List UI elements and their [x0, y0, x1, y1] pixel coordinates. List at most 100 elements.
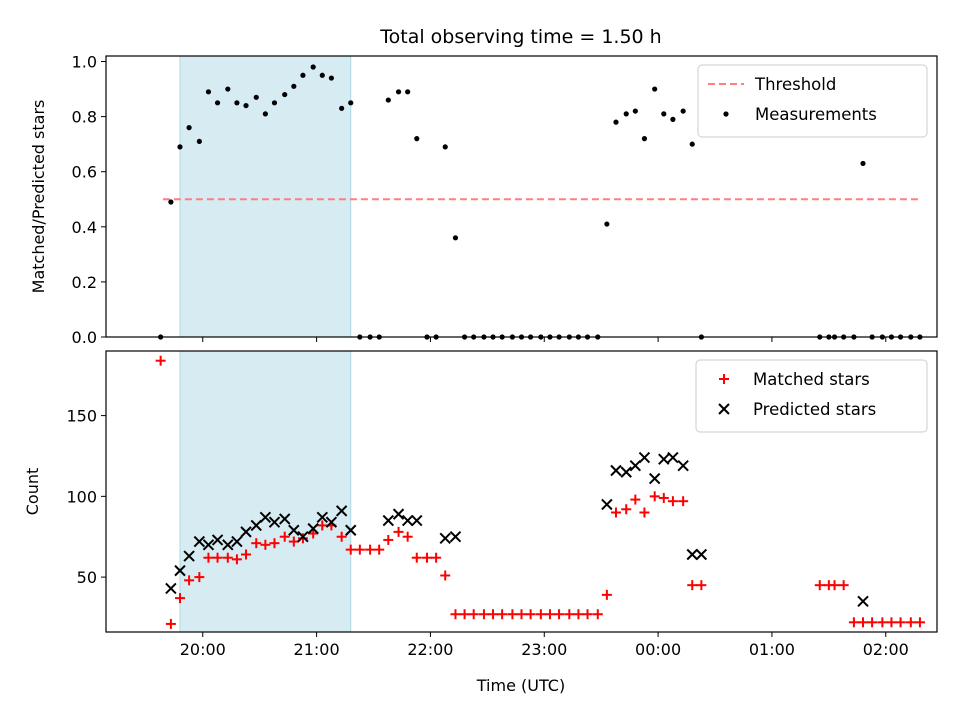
- predicted-stars-point: [297, 531, 309, 543]
- matched-stars-point: [422, 552, 433, 563]
- y-tick-label: 0.8: [72, 108, 97, 127]
- matched-stars-point: [516, 609, 527, 620]
- cross-marker-b: [259, 511, 272, 524]
- predicted-stars-point: [392, 508, 405, 520]
- measurement-point: [452, 235, 459, 241]
- y-tick-label: 100: [66, 487, 97, 506]
- measurement-point: [262, 111, 268, 117]
- measurement-point: [205, 89, 212, 95]
- predicted-stars-point: [620, 466, 632, 478]
- matched-stars-point: [308, 528, 319, 539]
- matched-stars-point: [535, 609, 546, 620]
- cross-marker-b: [601, 498, 613, 511]
- matched-stars-point: [895, 617, 906, 628]
- y-tick-label: 0.4: [72, 218, 97, 237]
- cross-marker-b: [222, 539, 234, 551]
- x-tick-label: 00:00: [635, 640, 681, 659]
- matched-stars-point: [592, 609, 603, 620]
- measurement-point: [214, 100, 221, 106]
- matched-stars-point: [468, 609, 479, 620]
- top-panel-measurements: 0.0 0.2 0.4 0.6 0.8 1.0 Matched/Predicted star…: [29, 53, 938, 347]
- predicted-stars-point: [325, 516, 338, 528]
- x-tick-label: 23:00: [521, 640, 567, 659]
- predicted-stars-point: [686, 548, 698, 561]
- cross-marker-b: [268, 516, 281, 528]
- measurement-point: [243, 102, 249, 109]
- matched-stars-point: [554, 609, 565, 620]
- matched-stars-point: [365, 544, 376, 555]
- predicted-stars-point: [401, 514, 414, 527]
- plot-frame: [105, 350, 938, 633]
- matched-stars-point: [573, 609, 584, 620]
- predicted-stars-point: [335, 505, 348, 517]
- measurement-point: [271, 100, 278, 106]
- cross-marker-b: [288, 524, 300, 536]
- matched-stars-point: [383, 534, 394, 545]
- predicted-stars-point: [316, 511, 328, 524]
- cross-marker-b: [401, 514, 414, 527]
- cross-marker-b: [449, 531, 462, 543]
- x-tick-label: 21:00: [294, 640, 340, 659]
- x-tick-label: 20:00: [180, 640, 226, 659]
- x-tick-label: 22:00: [407, 640, 453, 659]
- measurement-point: [680, 108, 686, 114]
- predicted-stars-point: [411, 514, 423, 527]
- measurement-point: [385, 97, 391, 103]
- cross-marker-b: [411, 514, 423, 527]
- matched-stars-point: [478, 609, 489, 620]
- matched-stars-point: [649, 491, 660, 502]
- cross-marker-b: [718, 403, 730, 415]
- predicted-stars-point: [345, 524, 357, 536]
- legend: Threshold Measurements: [697, 64, 928, 138]
- matched-stars-point: [222, 552, 233, 563]
- measurement-point: [860, 160, 866, 167]
- legend-box: [695, 359, 928, 433]
- x-tick-label: 02:00: [863, 640, 909, 659]
- matched-stars-point: [251, 538, 262, 549]
- plot-frame: [105, 55, 938, 338]
- predicted-stars-point: [695, 548, 708, 561]
- cross-marker-b: [240, 526, 252, 538]
- observing-window-span: [179, 350, 352, 633]
- cross-marker-b: [345, 524, 357, 536]
- cross-marker-b: [686, 548, 698, 561]
- matched-stars-point: [829, 580, 840, 591]
- predicted-stars-point: [174, 564, 186, 577]
- matched-stars-point: [402, 531, 413, 542]
- matched-stars-point: [231, 554, 242, 565]
- x-axis-label: Time (UTC): [476, 676, 565, 695]
- matched-stars-point: [658, 492, 669, 503]
- cross-marker-b: [231, 535, 243, 548]
- measurement-point: [186, 125, 192, 131]
- matched-stars-point: [858, 617, 869, 628]
- measurement-point: [395, 89, 402, 95]
- predicted-stars-point: [307, 522, 319, 535]
- measurement-point: [348, 100, 354, 106]
- legend-measurement-swatch: [723, 111, 729, 117]
- matched-stars-point: [260, 539, 271, 550]
- predicted-stars-point: [231, 535, 243, 548]
- matched-stars-point: [336, 531, 347, 542]
- matched-stars-point: [610, 507, 621, 518]
- matched-stars-point: [411, 552, 422, 563]
- legend-label: Predicted stars: [753, 400, 876, 419]
- matched-stars-point: [279, 531, 290, 542]
- legend: Matched stars Predicted stars: [695, 359, 928, 433]
- predicted-stars-point: [183, 550, 195, 562]
- predicted-stars-point: [638, 451, 651, 464]
- matched-stars-point: [165, 618, 176, 629]
- y-tick-label: 1.0: [72, 53, 97, 72]
- matched-stars-point: [905, 617, 916, 628]
- bottom-panel-counts: 20:00 21:00 22:00 23:00 00:00 01:00 02:00 50 100…: [23, 350, 938, 659]
- matched-stars-point: [155, 355, 166, 366]
- matched-stars-point: [667, 496, 678, 507]
- measurement-point: [604, 221, 610, 227]
- measurement-point: [689, 141, 695, 147]
- cross-marker-b: [695, 548, 708, 561]
- predicted-stars-point: [382, 514, 395, 527]
- y-tick-label: 0.2: [72, 273, 97, 292]
- cross-marker-b: [439, 532, 451, 545]
- cross-marker-b: [620, 466, 632, 478]
- predicted-stars-point: [259, 511, 272, 524]
- matched-stars-point: [525, 609, 536, 620]
